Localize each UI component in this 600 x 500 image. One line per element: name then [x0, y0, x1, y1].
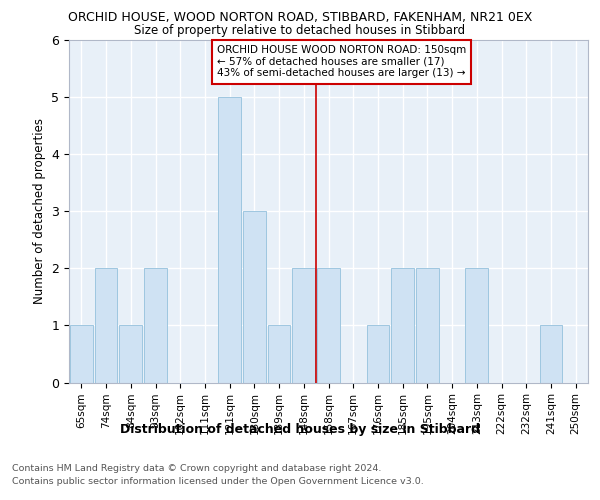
- Bar: [95, 268, 118, 382]
- Bar: [416, 268, 439, 382]
- Bar: [218, 97, 241, 382]
- Bar: [539, 326, 562, 382]
- Bar: [292, 268, 315, 382]
- Bar: [268, 326, 290, 382]
- Y-axis label: Number of detached properties: Number of detached properties: [33, 118, 46, 304]
- Text: ORCHID HOUSE, WOOD NORTON ROAD, STIBBARD, FAKENHAM, NR21 0EX: ORCHID HOUSE, WOOD NORTON ROAD, STIBBARD…: [68, 12, 532, 24]
- Bar: [317, 268, 340, 382]
- Text: Contains public sector information licensed under the Open Government Licence v3: Contains public sector information licen…: [12, 478, 424, 486]
- Text: Distribution of detached houses by size in Stibbard: Distribution of detached houses by size …: [120, 422, 480, 436]
- Bar: [119, 326, 142, 382]
- Bar: [391, 268, 414, 382]
- Bar: [367, 326, 389, 382]
- Bar: [243, 211, 266, 382]
- Text: Size of property relative to detached houses in Stibbard: Size of property relative to detached ho…: [134, 24, 466, 37]
- Text: ORCHID HOUSE WOOD NORTON ROAD: 150sqm
← 57% of detached houses are smaller (17)
: ORCHID HOUSE WOOD NORTON ROAD: 150sqm ← …: [217, 45, 466, 78]
- Bar: [144, 268, 167, 382]
- Bar: [466, 268, 488, 382]
- Text: Contains HM Land Registry data © Crown copyright and database right 2024.: Contains HM Land Registry data © Crown c…: [12, 464, 382, 473]
- Bar: [70, 326, 93, 382]
